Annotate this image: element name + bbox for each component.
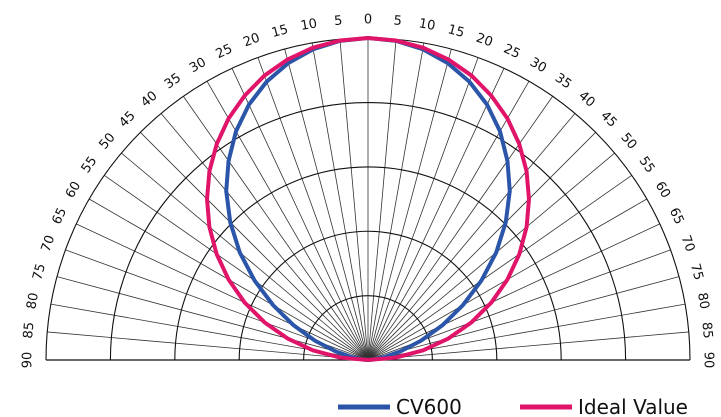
angle-tick-label: 20 [474, 31, 495, 51]
grid-spoke [367, 113, 576, 361]
grid-spoke [367, 96, 554, 361]
angle-tick-label: 50 [96, 130, 118, 152]
polar-grid [45, 37, 691, 361]
angle-tick-label: 75 [687, 262, 706, 282]
angle-tick-label: 5 [334, 13, 344, 29]
angle-tick-label: 70 [678, 233, 698, 254]
angle-tick-label: 10 [300, 16, 319, 34]
legend-label: CV600 [396, 395, 462, 417]
grid-spoke [284, 48, 369, 361]
grid-spoke [367, 331, 689, 361]
angle-tick-label: 85 [21, 321, 37, 339]
angle-tick-label: 30 [187, 55, 209, 76]
grid-spoke [140, 132, 369, 361]
grid-ring [238, 230, 498, 361]
grid-spoke [339, 39, 369, 361]
grid-spoke [75, 223, 369, 361]
angle-tick-label: 65 [50, 206, 71, 227]
grid-spoke [367, 80, 530, 361]
legend-label: Ideal Value [578, 395, 688, 417]
angle-tick-label: 75 [30, 262, 49, 282]
angle-tick-label: 40 [138, 88, 160, 110]
grid-spoke [367, 48, 452, 361]
grid-spoke [257, 57, 369, 361]
grid-spoke [104, 174, 369, 361]
grid-spoke [47, 331, 369, 361]
grid-spoke [231, 67, 369, 361]
grid-spoke [367, 57, 479, 361]
angle-tick-label: 80 [24, 292, 42, 311]
angle-tick-label: 0 [364, 13, 372, 28]
angle-tick-label: 5 [393, 13, 403, 29]
grid-spoke [206, 80, 369, 361]
angle-tick-label: 25 [214, 42, 235, 63]
angle-tick-label: 60 [652, 179, 673, 201]
grid-spoke [182, 96, 369, 361]
angle-tick-label: 45 [597, 108, 619, 130]
angle-tick-label: 90 [21, 352, 36, 369]
grid-spoke [367, 174, 632, 361]
angle-tick-label: 85 [699, 321, 715, 339]
grid-spoke [367, 152, 615, 361]
angle-tick-label: 80 [694, 292, 712, 311]
grid-spoke [367, 276, 680, 361]
angle-tick-label: 30 [527, 55, 549, 76]
angle-tick-label: 15 [270, 22, 290, 41]
grid-spoke [160, 113, 369, 361]
grid-spoke [311, 42, 369, 361]
series-curves [205, 36, 531, 362]
angle-tick-label: 40 [575, 88, 597, 110]
grid-ring [174, 166, 562, 361]
grid-ring [109, 101, 627, 361]
grid-spoke [367, 67, 505, 361]
legend: CV600 Ideal Value [338, 395, 688, 417]
grid-ring [303, 295, 433, 361]
angle-tick-label: 15 [446, 22, 466, 41]
angle-tick-label: 45 [116, 108, 138, 130]
angle-tick-label: 35 [162, 71, 184, 93]
angle-tick-label: 20 [241, 31, 262, 51]
grid-spoke [367, 132, 596, 361]
angle-tick-label: 10 [418, 16, 437, 34]
angle-tick-label: 50 [617, 130, 639, 152]
angle-tick-label: 35 [552, 71, 574, 93]
grid-spoke [56, 276, 369, 361]
angle-tick-label: 55 [636, 154, 658, 176]
angle-tick-label: 60 [63, 179, 84, 201]
grid-spoke [121, 152, 369, 361]
angle-tick-label: 25 [501, 42, 522, 63]
grid-spoke [367, 223, 661, 361]
angle-tick-label: 55 [79, 154, 101, 176]
series-line [205, 36, 531, 362]
grid-spoke [367, 42, 425, 361]
grid-spoke [367, 39, 397, 361]
angle-tick-label: 65 [666, 206, 687, 227]
angle-tick-label: 70 [39, 233, 59, 254]
angle-tick-label: 90 [701, 352, 716, 369]
